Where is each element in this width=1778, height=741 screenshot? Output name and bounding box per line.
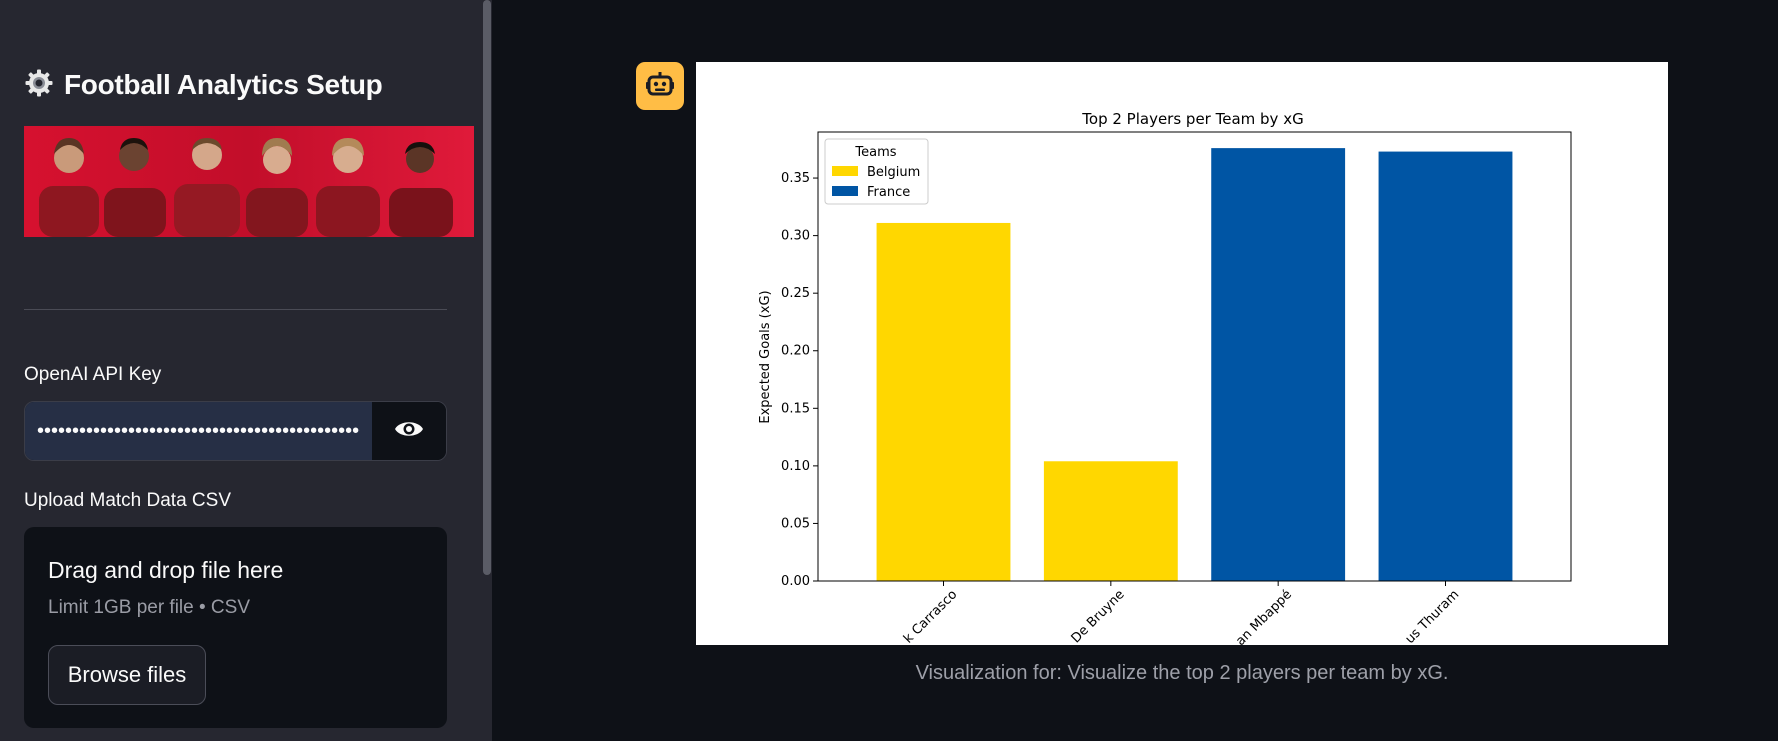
assistant-avatar — [636, 62, 684, 110]
chart-caption: Visualization for: Visualize the top 2 p… — [915, 662, 1449, 684]
xg-bar-chart: Top 2 Players per Team by xG Expected Go… — [696, 62, 1668, 645]
team-banner-image — [24, 126, 474, 237]
x-tick-label: us Thuram — [1403, 587, 1463, 645]
y-tick-label: 0.30 — [781, 229, 810, 244]
y-tick-label: 0.00 — [781, 574, 810, 589]
plot-frame — [817, 131, 1572, 582]
api-key-field — [24, 401, 447, 461]
chart-y-axis-label: Expected Goals (xG) — [758, 290, 773, 423]
sidebar-title-text: Football Analytics Setup — [64, 69, 383, 100]
bar-de-bruyne — [1043, 461, 1178, 581]
file-dropzone[interactable]: Drag and drop file here Limit 1GB per fi… — [24, 527, 447, 728]
y-tick-label: 0.05 — [781, 516, 810, 531]
toggle-visibility-button[interactable] — [372, 402, 446, 460]
x-tick-label: De Bruyne — [1069, 587, 1128, 645]
y-tick-label: 0.35 — [781, 171, 810, 186]
sidebar: Football Analytics Setup — [0, 0, 492, 741]
sidebar-title: Football Analytics Setup — [24, 66, 383, 104]
legend-swatch-belgium — [832, 166, 858, 176]
bar-k-carrasco — [876, 222, 1011, 581]
bar-an-mbapp- — [1211, 148, 1346, 581]
legend-title: Teams — [854, 145, 896, 160]
dropzone-limit-text: Limit 1GB per file • CSV — [48, 597, 250, 618]
chart-svg: Top 2 Players per Team by xG Expected Go… — [758, 110, 1572, 645]
gear-icon — [24, 68, 54, 103]
y-tick-label: 0.15 — [781, 401, 810, 416]
x-tick-label: k Carrasco — [901, 587, 960, 645]
robot-icon — [646, 71, 674, 102]
y-tick-label: 0.25 — [781, 286, 810, 301]
sidebar-divider — [24, 309, 447, 310]
legend-label-france: France — [867, 185, 910, 200]
browse-files-button[interactable]: Browse files — [48, 645, 206, 705]
legend-swatch-france — [832, 186, 858, 196]
api-key-label: OpenAI API Key — [24, 364, 162, 385]
chart-title: Top 2 Players per Team by xG — [1081, 110, 1303, 128]
dropzone-title: Drag and drop file here — [48, 557, 284, 583]
eye-icon — [394, 418, 424, 445]
x-tick-label: an Mbappé — [1233, 587, 1295, 645]
y-tick-label: 0.10 — [781, 459, 810, 474]
legend-label-belgium: Belgium — [867, 165, 920, 180]
y-tick-label: 0.20 — [781, 344, 810, 359]
bar-us-thuram — [1378, 151, 1513, 582]
upload-label: Upload Match Data CSV — [24, 490, 231, 511]
sidebar-scrollbar[interactable] — [483, 0, 491, 575]
api-key-input[interactable] — [25, 402, 372, 460]
